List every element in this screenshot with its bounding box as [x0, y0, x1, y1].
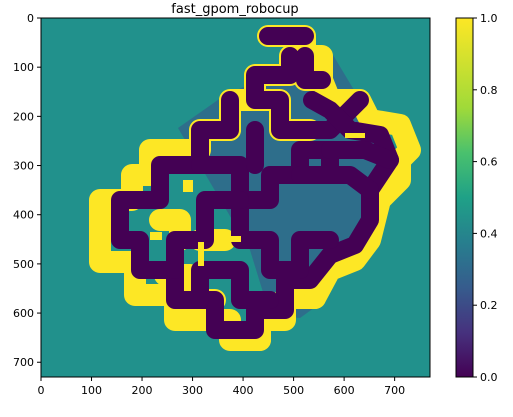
x-tick-label: 400 — [233, 384, 254, 397]
x-tick-label: 700 — [384, 384, 405, 397]
y-tick-label: 100 — [13, 61, 34, 74]
y-tick-label: 500 — [13, 258, 34, 271]
y-tick-label: 200 — [13, 110, 34, 123]
y-tick-label: 300 — [13, 160, 34, 173]
y-axis: 0 100 200 300 400 500 600 700 — [13, 12, 41, 369]
y-tick-label: 700 — [13, 356, 34, 369]
colorbar-tick-label: 0.6 — [480, 156, 498, 169]
colorbar-ticks: 0.0 0.2 0.4 0.6 0.8 1.0 — [473, 12, 498, 384]
free-corridors — [111, 27, 399, 339]
x-tick-label: 200 — [132, 384, 153, 397]
colorbar-tick-label: 0.2 — [480, 299, 498, 312]
colorbar-tick-label: 0.8 — [480, 84, 498, 97]
heatmap-image — [41, 18, 430, 377]
x-tick-label: 600 — [334, 384, 355, 397]
colorbar-tick-label: 0.4 — [480, 227, 498, 240]
x-tick-label: 500 — [283, 384, 304, 397]
y-tick-label: 0 — [27, 12, 34, 25]
occupied-islands — [150, 133, 365, 266]
colorbar-gradient — [455, 17, 474, 378]
chart-title: fast_gpom_robocup — [171, 2, 298, 17]
colorbar: 0.0 0.2 0.4 0.6 0.8 1.0 — [455, 12, 498, 384]
plot-frame — [40, 17, 431, 378]
y-tick-label: 600 — [13, 307, 34, 320]
x-tick-label: 0 — [38, 384, 45, 397]
x-tick-label: 100 — [81, 384, 102, 397]
y-tick-label: 400 — [13, 209, 34, 222]
x-tick-label: 300 — [182, 384, 203, 397]
colorbar-tick-label: 1.0 — [480, 12, 498, 25]
x-axis: 0 100 200 300 400 500 600 700 — [38, 377, 405, 397]
colorbar-tick-label: 0.0 — [480, 371, 498, 384]
